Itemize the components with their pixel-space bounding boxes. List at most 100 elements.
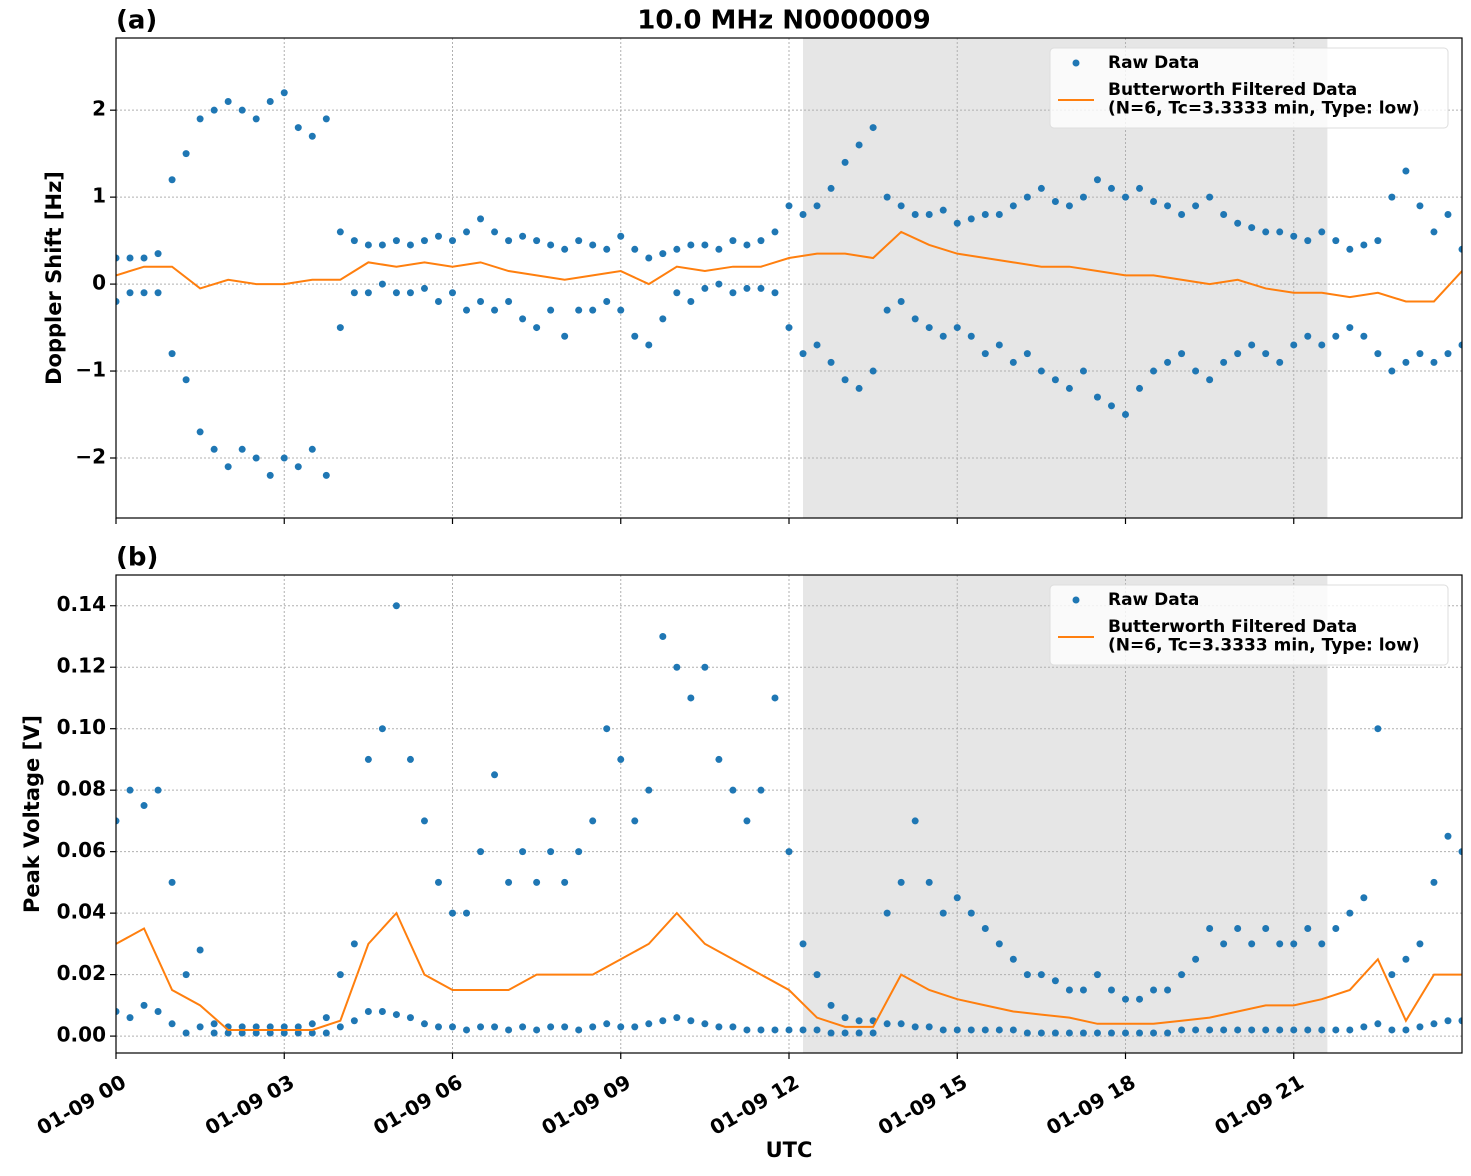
- raw-point: [1150, 986, 1158, 994]
- raw-point: [252, 115, 260, 123]
- raw-point: [1037, 184, 1045, 192]
- raw-point: [1444, 211, 1452, 219]
- raw-point: [1262, 1026, 1270, 1034]
- raw-point: [280, 454, 288, 462]
- y-tick-label: 0.12: [57, 654, 106, 678]
- raw-point: [1065, 202, 1073, 210]
- raw-point: [659, 632, 667, 640]
- raw-point: [617, 232, 625, 240]
- raw-point: [813, 341, 821, 349]
- raw-point: [1402, 167, 1410, 175]
- raw-point: [533, 324, 541, 332]
- raw-point: [617, 1023, 625, 1031]
- raw-point: [1458, 848, 1462, 856]
- raw-point: [1234, 925, 1242, 933]
- raw-point: [1416, 1023, 1424, 1031]
- raw-point: [659, 250, 667, 258]
- raw-point: [154, 250, 162, 258]
- raw-point: [841, 376, 849, 384]
- raw-point: [967, 332, 975, 340]
- raw-point: [294, 1023, 302, 1031]
- raw-point: [799, 211, 807, 219]
- y-tick-label: 0.08: [57, 777, 106, 801]
- raw-point: [519, 848, 527, 856]
- raw-point: [561, 245, 569, 253]
- raw-point: [1262, 228, 1270, 236]
- raw-point: [1206, 1026, 1214, 1034]
- y-tick-label: 0.14: [57, 592, 106, 616]
- raw-point: [477, 848, 485, 856]
- raw-point: [294, 463, 302, 471]
- raw-point: [939, 1026, 947, 1034]
- raw-point: [154, 786, 162, 794]
- raw-point: [729, 786, 737, 794]
- raw-point: [1037, 1029, 1045, 1037]
- x-tick-label: 01-09 09: [537, 1070, 635, 1140]
- raw-point: [1360, 241, 1368, 249]
- raw-point: [1051, 197, 1059, 205]
- raw-point: [434, 1023, 442, 1031]
- raw-point: [505, 1026, 513, 1034]
- raw-point: [1374, 237, 1382, 245]
- raw-point: [463, 228, 471, 236]
- raw-point: [491, 228, 499, 236]
- raw-point: [547, 1023, 555, 1031]
- raw-point: [1444, 832, 1452, 840]
- axes-frame: [115, 37, 1463, 519]
- raw-point: [449, 237, 456, 245]
- raw-point: [210, 106, 218, 114]
- raw-point: [224, 1029, 232, 1037]
- raw-point: [631, 817, 639, 825]
- raw-point: [238, 1029, 246, 1037]
- raw-point: [827, 184, 835, 192]
- raw-point: [196, 115, 204, 123]
- raw-point: [210, 1020, 218, 1028]
- raw-point: [350, 940, 358, 948]
- raw-point: [126, 289, 134, 297]
- raw-point: [953, 894, 961, 902]
- panel: −2 −1 0 1 2 (a) Doppler Shift [Hz] Raw Data Butt…: [42, 6, 1463, 524]
- raw-point: [561, 332, 569, 340]
- raw-point: [785, 324, 793, 332]
- raw-point: [799, 350, 807, 358]
- raw-point: [116, 817, 120, 825]
- raw-point: [1234, 1026, 1242, 1034]
- raw-point: [1332, 237, 1340, 245]
- raw-point: [449, 909, 456, 917]
- raw-point: [477, 1023, 485, 1031]
- raw-point: [364, 1008, 372, 1016]
- raw-point: [336, 1023, 344, 1031]
- raw-point: [505, 878, 513, 886]
- raw-point: [280, 89, 288, 97]
- raw-point: [533, 237, 541, 245]
- raw-point: [673, 289, 681, 297]
- raw-point: [1009, 955, 1017, 963]
- raw-point: [897, 297, 905, 305]
- raw-point: [1332, 1026, 1340, 1034]
- raw-point: [1248, 940, 1256, 948]
- raw-point: [939, 206, 947, 214]
- raw-point: [855, 1029, 863, 1037]
- raw-point: [897, 878, 905, 886]
- raw-point: [1304, 1026, 1312, 1034]
- raw-point: [911, 211, 919, 219]
- raw-point: [266, 471, 274, 479]
- raw-point: [729, 1023, 737, 1031]
- raw-point: [392, 289, 400, 297]
- raw-point: [406, 289, 414, 297]
- filtered-line: [116, 230, 1462, 303]
- raw-point: [547, 848, 555, 856]
- raw-point: [140, 1001, 148, 1009]
- raw-point: [1107, 1029, 1115, 1037]
- raw-point: [420, 1020, 428, 1028]
- raw-point: [1290, 1026, 1298, 1034]
- legend-marker: [1072, 59, 1080, 67]
- raw-point: [1164, 202, 1172, 210]
- raw-point: [617, 755, 625, 763]
- raw-point: [434, 878, 442, 886]
- raw-point: [1093, 393, 1101, 401]
- raw-point: [1093, 176, 1101, 184]
- raw-point: [1192, 1026, 1200, 1034]
- raw-point: [715, 245, 723, 253]
- raw-point: [1122, 193, 1129, 201]
